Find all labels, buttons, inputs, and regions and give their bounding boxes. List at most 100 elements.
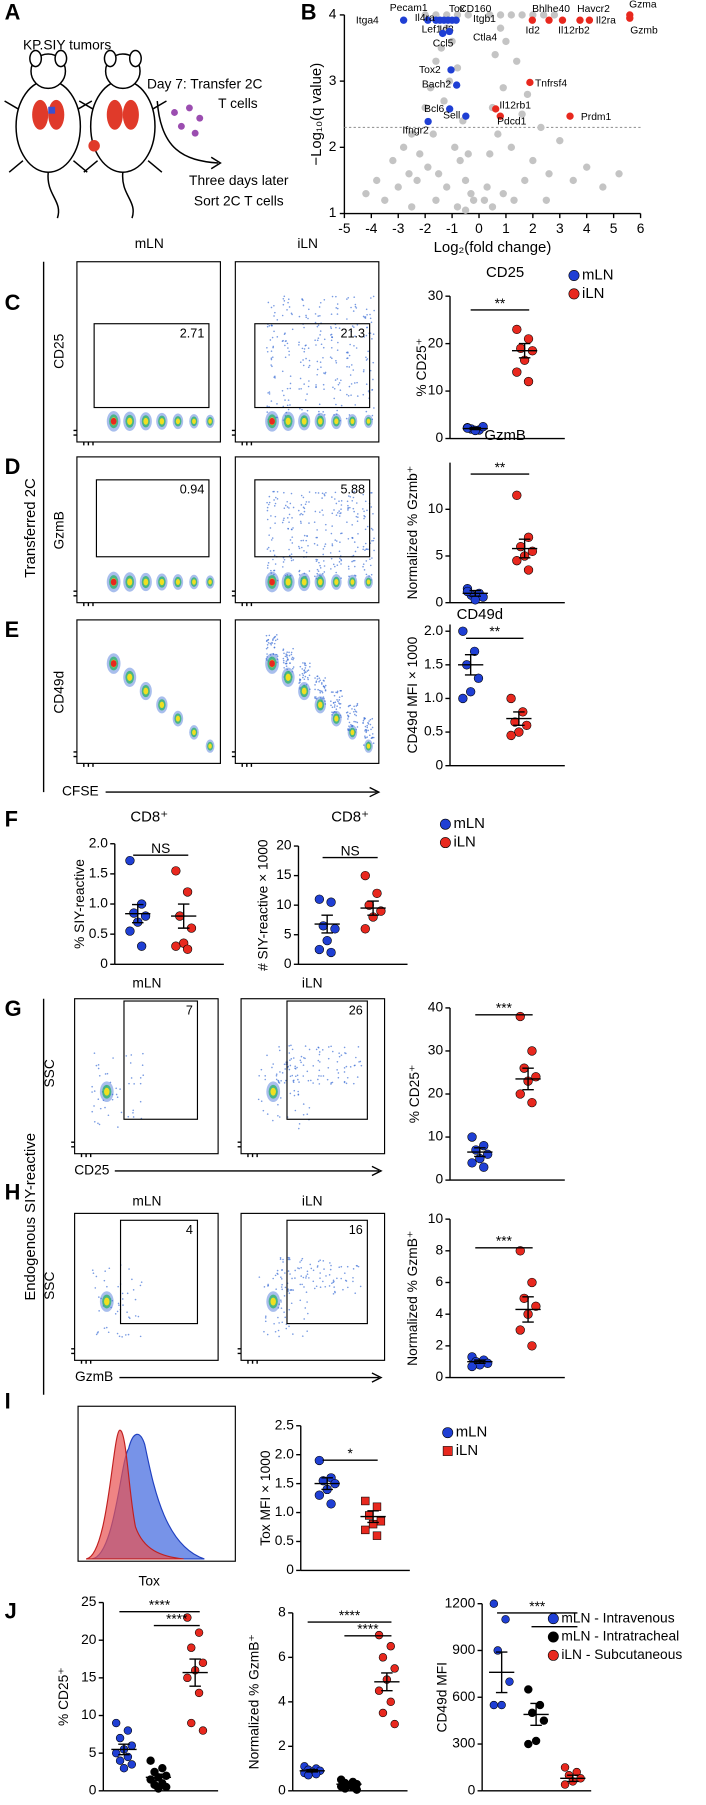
- event-dot: [317, 1078, 319, 1081]
- data-point: [560, 1763, 570, 1772]
- flow-frame: [74, 1212, 219, 1361]
- event-dot: [288, 1308, 291, 1311]
- event-dot: [298, 388, 300, 390]
- event-dot: [362, 315, 365, 318]
- event-dot: [316, 1266, 319, 1268]
- data-point: [361, 1525, 370, 1535]
- event-dot: [336, 690, 339, 693]
- event-dot: [343, 1046, 346, 1049]
- histogram-x-label: Tox: [139, 1574, 161, 1589]
- data-point: [516, 542, 526, 552]
- event-dot: [302, 364, 305, 367]
- event-dot: [334, 701, 337, 704]
- density-core: [269, 578, 275, 586]
- event-dot: [269, 339, 272, 341]
- data-point: [438, 29, 447, 38]
- event-dot: [322, 696, 325, 698]
- event-dot: [320, 1075, 322, 1077]
- event-dot: [372, 333, 375, 335]
- event-dot: [363, 369, 365, 371]
- event-dot: [365, 356, 367, 359]
- flow-y-label: SSC: [42, 1272, 57, 1300]
- event-dot: [285, 1327, 288, 1330]
- event-dot: [303, 1286, 305, 1288]
- chart-title: CD25: [486, 264, 524, 281]
- density-blob: [143, 417, 149, 425]
- error-bar: [177, 903, 190, 929]
- event-dot: [318, 1053, 321, 1056]
- data-point: [523, 565, 534, 575]
- column-header: mLN: [132, 1194, 161, 1209]
- event-dot: [351, 524, 353, 526]
- event-dot: [357, 516, 359, 519]
- event-dot: [317, 688, 319, 691]
- data-point: [528, 16, 536, 24]
- event-dot: [338, 327, 341, 329]
- axis-arrow: [114, 1165, 383, 1177]
- event-dot: [299, 686, 301, 689]
- event-dot: [318, 561, 320, 564]
- panel-letter: F: [5, 807, 18, 832]
- event-dot: [320, 343, 323, 346]
- event-dot: [104, 1106, 106, 1109]
- event-dot: [329, 1268, 332, 1271]
- data-point: [467, 189, 475, 198]
- event-dot: [317, 492, 320, 494]
- event-dot: [331, 295, 334, 298]
- event-dot: [284, 344, 286, 347]
- event-dot: [292, 647, 294, 650]
- y-tick-label: 0.5: [89, 926, 108, 941]
- legend-label: iLN: [453, 834, 475, 851]
- event-dot: [363, 717, 366, 720]
- event-dot: [140, 1281, 143, 1283]
- significance-label: ****: [357, 1622, 379, 1637]
- event-dot: [305, 316, 308, 319]
- gate: [286, 1000, 368, 1120]
- event-dot: [300, 504, 303, 506]
- event-dot: [297, 1267, 299, 1269]
- event-dot: [347, 504, 349, 507]
- event-dot: [98, 1310, 100, 1312]
- event-dot: [303, 507, 306, 510]
- data-point: [515, 1011, 525, 1022]
- event-dot: [330, 704, 332, 707]
- event-dot: [119, 1088, 121, 1090]
- flow-frame: [240, 1212, 386, 1361]
- event-dot: [353, 296, 356, 298]
- event-dot: [302, 1113, 305, 1116]
- event-dot: [298, 341, 300, 344]
- event-dot: [353, 559, 356, 562]
- gate: [286, 1219, 368, 1325]
- side-label: Transferred 2C: [22, 478, 39, 578]
- event-dot: [276, 655, 279, 658]
- event-dot: [306, 1070, 309, 1073]
- event-dot: [339, 706, 341, 709]
- y-tick-label: 15: [276, 867, 292, 882]
- event-dot: [283, 295, 286, 298]
- data-point: [158, 1764, 167, 1773]
- event-dot: [356, 323, 359, 326]
- event-dot: [330, 327, 333, 330]
- event-dot: [347, 705, 350, 708]
- event-dot: [372, 742, 375, 744]
- event-dot: [114, 1313, 117, 1315]
- y-tick-label: 2: [435, 1338, 443, 1353]
- event-dot: [353, 720, 355, 723]
- density-blob: [366, 418, 371, 424]
- event-dot: [319, 567, 322, 569]
- event-dot: [333, 509, 335, 511]
- event-dot: [304, 662, 307, 665]
- event-dot: [292, 527, 294, 529]
- event-dot: [291, 1048, 294, 1051]
- data-point: [187, 1643, 196, 1652]
- event-dot: [336, 303, 339, 305]
- event-dot: [337, 700, 339, 703]
- event-dot: [305, 551, 308, 554]
- event-dot: [273, 573, 275, 576]
- flow-frame: [74, 998, 219, 1155]
- y-tick-label: 10: [428, 501, 444, 516]
- event-dot: [280, 1278, 283, 1280]
- event-dot: [122, 1304, 124, 1306]
- event-dot: [331, 357, 333, 360]
- legend-marker: [442, 1427, 454, 1439]
